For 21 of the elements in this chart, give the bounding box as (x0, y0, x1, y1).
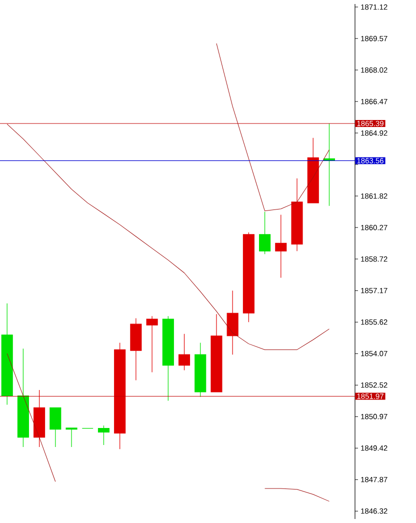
candlestick (17, 348, 29, 448)
candlestick (98, 425, 110, 446)
candlestick (1, 303, 13, 406)
candlestick (50, 407, 62, 448)
candlestick (307, 138, 319, 204)
candlestick (275, 214, 287, 278)
candlestick (114, 342, 126, 450)
candlestick (162, 316, 174, 402)
candlestick (146, 316, 158, 373)
candlestick (242, 232, 254, 322)
candlestick (291, 178, 303, 252)
candlestick (210, 314, 222, 392)
line-series (216, 43, 330, 212)
candlestick (323, 123, 336, 206)
candlestick (66, 428, 78, 448)
candlestick (34, 390, 46, 448)
candlestick (130, 318, 142, 380)
candlestick (259, 211, 271, 254)
candlestick (178, 334, 190, 371)
candlestick (194, 342, 206, 398)
candlestick (226, 290, 238, 355)
